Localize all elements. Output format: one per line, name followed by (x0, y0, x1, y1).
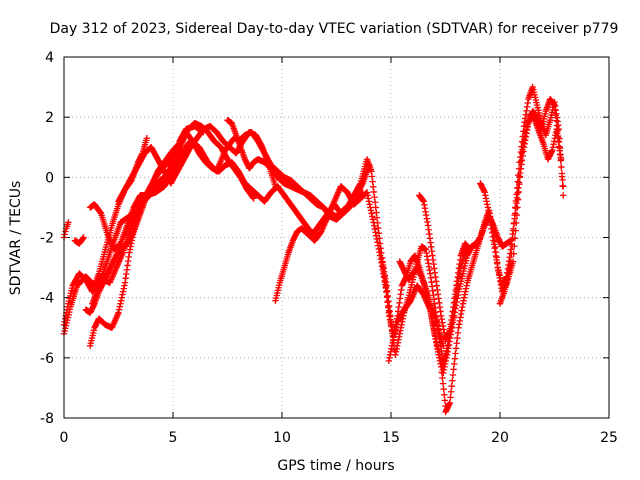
data-point-fill (119, 288, 127, 295)
data-point-fill (116, 303, 124, 310)
series-markers (311, 156, 449, 410)
series-markers (272, 183, 395, 328)
data-point-fill (558, 163, 565, 171)
data-point-fill (367, 207, 375, 214)
data-point-fill (115, 306, 123, 313)
x-tick-label: 10 (273, 430, 291, 446)
data-point (115, 309, 122, 316)
data-point-fill (440, 386, 447, 393)
data-point (65, 219, 72, 226)
data-point-fill (517, 157, 525, 165)
data-point-fill (449, 377, 456, 384)
data-point-fill (117, 297, 125, 304)
data-point-fill (365, 195, 372, 202)
series-markers (71, 234, 87, 247)
data-point (143, 135, 151, 142)
data-point-fill (61, 231, 68, 238)
y-tick-label: -6 (40, 351, 54, 367)
data-point-fill (120, 285, 127, 292)
data-point-fill (367, 204, 374, 211)
x-tick-label: 0 (60, 430, 69, 446)
data-point (363, 189, 371, 196)
data-point-fill (365, 198, 373, 205)
x-tick-label: 25 (600, 430, 618, 446)
x-tick-label: 15 (382, 430, 400, 446)
series-markers (442, 83, 567, 416)
data-point-fill (121, 282, 128, 289)
data-point-fill (449, 371, 457, 379)
grid (63, 56, 610, 419)
data-point-fill (364, 192, 371, 199)
data-point-fill (371, 225, 379, 233)
data-point-fill (369, 216, 377, 223)
data-point-fill (372, 229, 379, 236)
data-point-fill (366, 201, 373, 208)
series-markers (169, 129, 321, 238)
data-point-fill (117, 300, 124, 307)
data-point-fill (97, 209, 104, 216)
data-point-fill (119, 291, 126, 298)
data-point (560, 192, 567, 199)
data-point (80, 234, 87, 241)
data-point (560, 183, 567, 190)
data-point-fill (175, 148, 183, 155)
data-point-fill (118, 294, 125, 301)
y-tick-label: -2 (40, 231, 54, 247)
chart-title: Day 312 of 2023, Sidereal Day-to-day VTE… (50, 21, 619, 37)
data-point-fill (369, 213, 376, 220)
tick-labels: 0 5 10 15 20 25 -8 -6 -4 -2 0 2 4 (40, 50, 618, 446)
data-point-fill (447, 394, 454, 401)
data-point-fill (439, 380, 447, 387)
x-tick-label: 5 (169, 430, 178, 446)
data-point-fill (368, 210, 375, 217)
data-point-fill (448, 382, 455, 390)
data-point-fill (62, 228, 69, 235)
data-point-fill (517, 165, 524, 172)
y-tick-label: 4 (45, 50, 54, 66)
data-points (60, 83, 567, 416)
data-point-fill (447, 388, 455, 395)
x-tick-label: 20 (491, 430, 509, 446)
data-point-fill (441, 391, 448, 398)
data-point-fill (558, 170, 566, 177)
data-point-fill (450, 366, 457, 373)
y-tick-label: -8 (40, 411, 54, 427)
data-point-fill (249, 194, 257, 201)
y-tick-label: 2 (45, 110, 54, 126)
data-point-fill (439, 374, 446, 382)
y-tick-label: 0 (45, 170, 54, 186)
data-point-fill (371, 222, 378, 229)
x-axis-label: GPS time / hours (277, 458, 394, 474)
y-tick-label: -4 (40, 291, 54, 307)
y-axis-label: SDTVAR / TECUs (8, 181, 24, 296)
data-point (250, 195, 257, 202)
